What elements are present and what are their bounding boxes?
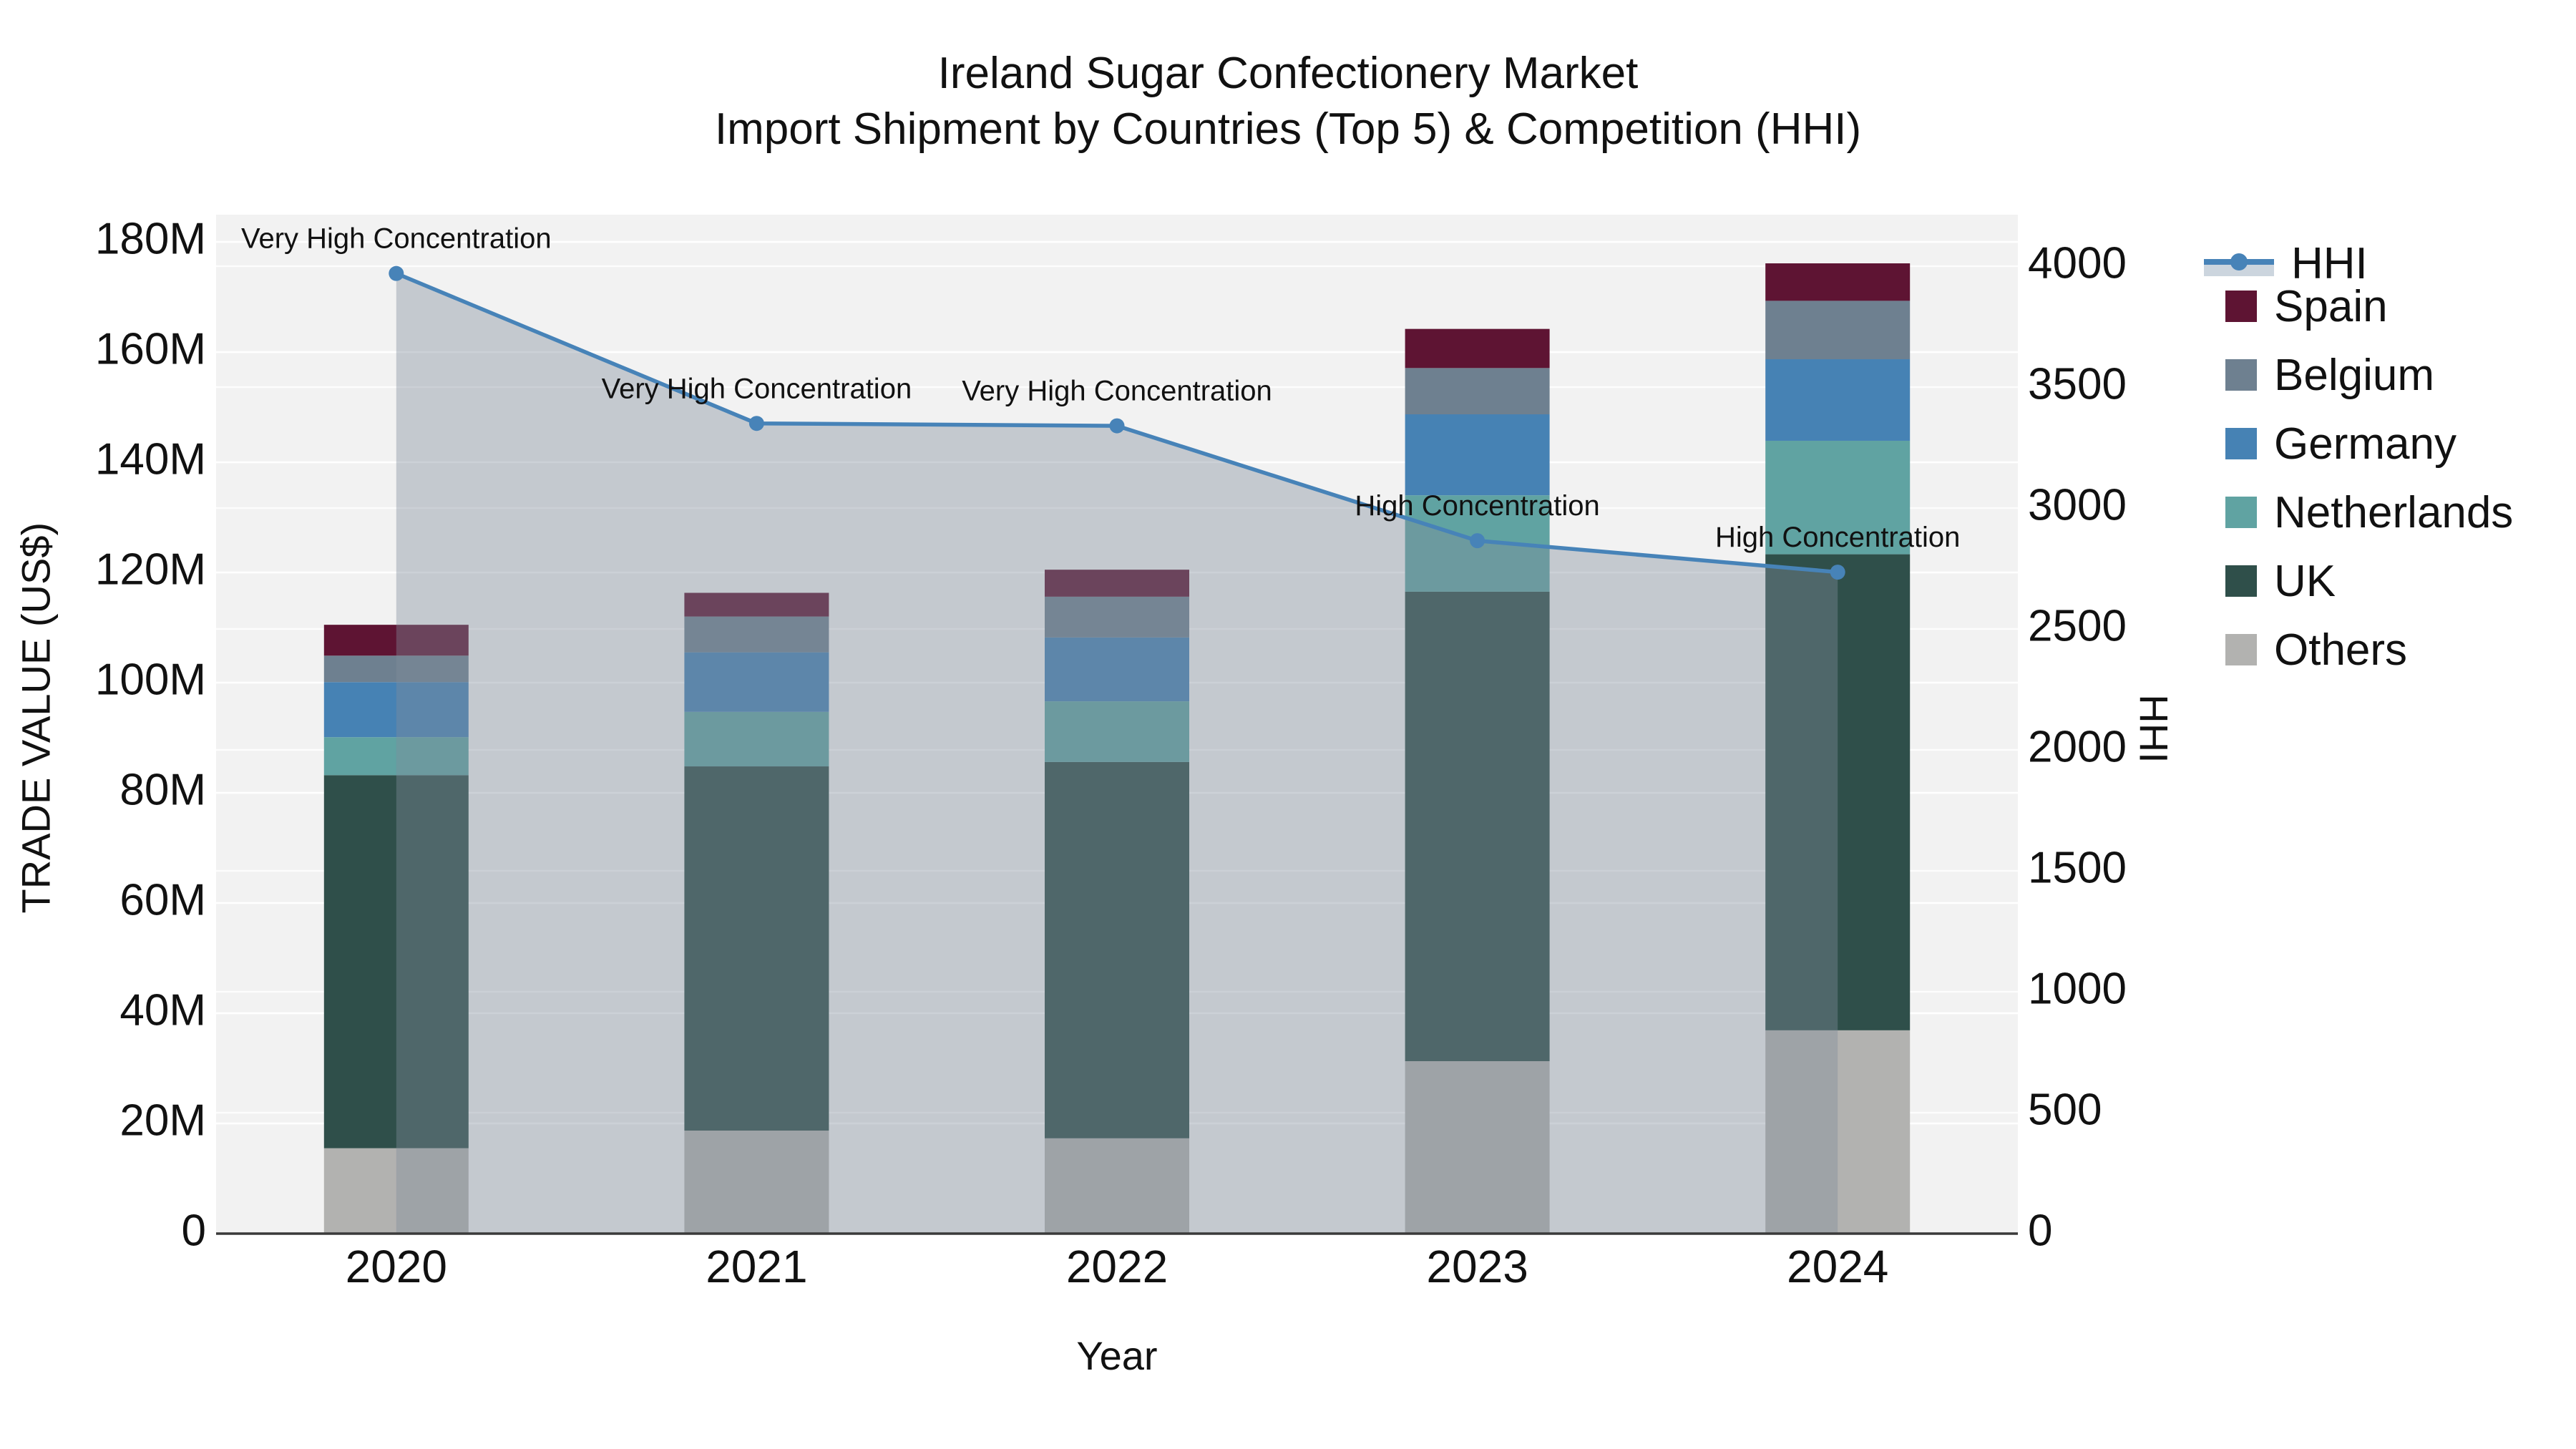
- legend-item-others[interactable]: Others: [2204, 623, 2407, 677]
- hhi-point-2021[interactable]: [748, 416, 764, 431]
- legend-swatch-belgium: [2225, 359, 2257, 391]
- x-axis-tick-label-2024: 2024: [1787, 1241, 1888, 1292]
- y-axis-tick-label-120M: 120M: [95, 545, 206, 594]
- bar-segment-spain-2020[interactable]: [323, 625, 469, 656]
- bar-segment-netherlands-2024[interactable]: [1765, 440, 1911, 555]
- annotation-2024: High Concentration: [1715, 522, 1960, 553]
- bar-segment-others-2021[interactable]: [684, 1131, 829, 1234]
- hhi-point-2020[interactable]: [389, 265, 404, 281]
- legend-label-belgium: Belgium: [2274, 350, 2434, 400]
- y-axis-tick-label-160M: 160M: [95, 324, 206, 374]
- annotation-2022: Very High Concentration: [962, 376, 1272, 407]
- hhi-point-2024[interactable]: [1830, 565, 1845, 580]
- legend-item-belgium[interactable]: Belgium: [2204, 348, 2434, 402]
- bar-segment-uk-2022[interactable]: [1045, 761, 1189, 1138]
- legend-item-netherlands[interactable]: Netherlands: [2204, 485, 2513, 540]
- y-axis-tick-label-80M: 80M: [119, 765, 206, 814]
- legend-swatch-spain: [2225, 291, 2257, 322]
- y2-axis-tick-label-3000: 3000: [2028, 480, 2127, 530]
- y2-axis-tick-label-3500: 3500: [2028, 359, 2127, 409]
- bar-segment-uk-2021[interactable]: [684, 766, 829, 1131]
- bar-segment-belgium-2024[interactable]: [1765, 301, 1911, 360]
- bar-segment-others-2024[interactable]: [1765, 1030, 1911, 1234]
- bar-segment-uk-2023[interactable]: [1405, 591, 1550, 1061]
- legend-swatch-others: [2225, 634, 2257, 665]
- chart-title-line2: Import Shipment by Countries (Top 5) & C…: [714, 104, 1862, 154]
- annotation-2021: Very High Concentration: [602, 373, 912, 404]
- y2-axis-tick-label-1500: 1500: [2028, 843, 2127, 892]
- hhi-area: [396, 273, 1838, 1234]
- bar-segment-netherlands-2020[interactable]: [323, 737, 469, 776]
- bar-segment-spain-2024[interactable]: [1765, 263, 1911, 301]
- x-axis-tick-label-2020: 2020: [346, 1241, 447, 1292]
- annotation-2020: Very High Concentration: [241, 223, 552, 255]
- bar-segment-uk-2024[interactable]: [1765, 554, 1911, 1030]
- legend-item-uk[interactable]: UK: [2204, 554, 2336, 608]
- y-axis-tick-label-60M: 60M: [119, 875, 206, 924]
- y-axis-tick-label-100M: 100M: [95, 655, 206, 704]
- legend-swatch-germany: [2225, 428, 2257, 459]
- legend-label-germany: Germany: [2274, 419, 2457, 469]
- hhi-line-marker-icon: [2204, 248, 2274, 279]
- chart-title: Ireland Sugar Confectionery Market Impor…: [0, 46, 2576, 157]
- bar-segment-belgium-2023[interactable]: [1405, 368, 1550, 415]
- bar-segment-belgium-2021[interactable]: [684, 616, 829, 653]
- bar-segment-spain-2022[interactable]: [1045, 570, 1189, 597]
- bar-segment-netherlands-2022[interactable]: [1045, 701, 1189, 762]
- y2-axis-tick-label-2500: 2500: [2028, 601, 2127, 650]
- legend-swatch-uk: [2225, 565, 2257, 597]
- chart-title-line1: Ireland Sugar Confectionery Market: [937, 49, 1639, 98]
- legend-label-uk: UK: [2274, 556, 2336, 606]
- y-axis-tick-label-0: 0: [182, 1206, 206, 1255]
- legend-label-hhi: HHI: [2291, 238, 2368, 288]
- bar-segment-germany-2022[interactable]: [1045, 637, 1189, 702]
- bar-segment-spain-2023[interactable]: [1405, 328, 1550, 369]
- x-axis-tick-label-2023: 2023: [1426, 1241, 1528, 1292]
- annotation-2023: High Concentration: [1355, 490, 1599, 522]
- legend-label-netherlands: Netherlands: [2274, 487, 2514, 537]
- bar-segment-others-2020[interactable]: [323, 1148, 469, 1234]
- legend-swatch-netherlands: [2225, 497, 2257, 528]
- y-axis-tick-label-180M: 180M: [95, 214, 206, 263]
- bar-segment-germany-2024[interactable]: [1765, 359, 1911, 441]
- x-axis-tick-label-2022: 2022: [1066, 1241, 1168, 1292]
- y-axis-tick-label-140M: 140M: [95, 434, 206, 484]
- legend-item-germany[interactable]: Germany: [2204, 416, 2457, 471]
- hhi-point-2022[interactable]: [1109, 418, 1125, 434]
- bar-segment-belgium-2020[interactable]: [323, 655, 469, 683]
- x-axis-tick-label-2021: 2021: [706, 1241, 807, 1292]
- bar-segment-uk-2020[interactable]: [323, 775, 469, 1148]
- y-axis-tick-label-40M: 40M: [119, 985, 206, 1035]
- y2-axis-tick-label-1000: 1000: [2028, 964, 2127, 1013]
- bar-segment-germany-2020[interactable]: [323, 682, 469, 738]
- y2-axis-tick-label-500: 500: [2028, 1085, 2102, 1134]
- y-axis-tick-label-20M: 20M: [119, 1096, 206, 1145]
- y-axis-title: TRADE VALUE (US$): [13, 522, 59, 914]
- y2-axis-tick-label-4000: 4000: [2028, 238, 2127, 288]
- x-axis-title: Year: [1076, 1333, 1158, 1378]
- hhi-point-2023[interactable]: [1470, 533, 1485, 549]
- bar-segment-others-2022[interactable]: [1045, 1138, 1189, 1234]
- y2-axis-tick-label-2000: 2000: [2028, 722, 2127, 771]
- bar-segment-germany-2021[interactable]: [684, 652, 829, 712]
- bar-segment-belgium-2022[interactable]: [1045, 596, 1189, 638]
- bar-segment-germany-2023[interactable]: [1405, 414, 1550, 496]
- legend-item-spain[interactable]: Spain: [2204, 279, 2388, 333]
- legend-item-hhi[interactable]: HHI: [2204, 236, 2368, 291]
- y2-axis-title: HHI: [2131, 694, 2177, 763]
- y2-axis-tick-label-0: 0: [2028, 1206, 2052, 1255]
- legend-label-others: Others: [2274, 625, 2408, 675]
- bar-segment-spain-2021[interactable]: [684, 592, 829, 617]
- legend-label-spain: Spain: [2274, 281, 2388, 331]
- bar-segment-netherlands-2021[interactable]: [684, 711, 829, 767]
- bar-segment-others-2023[interactable]: [1405, 1060, 1550, 1234]
